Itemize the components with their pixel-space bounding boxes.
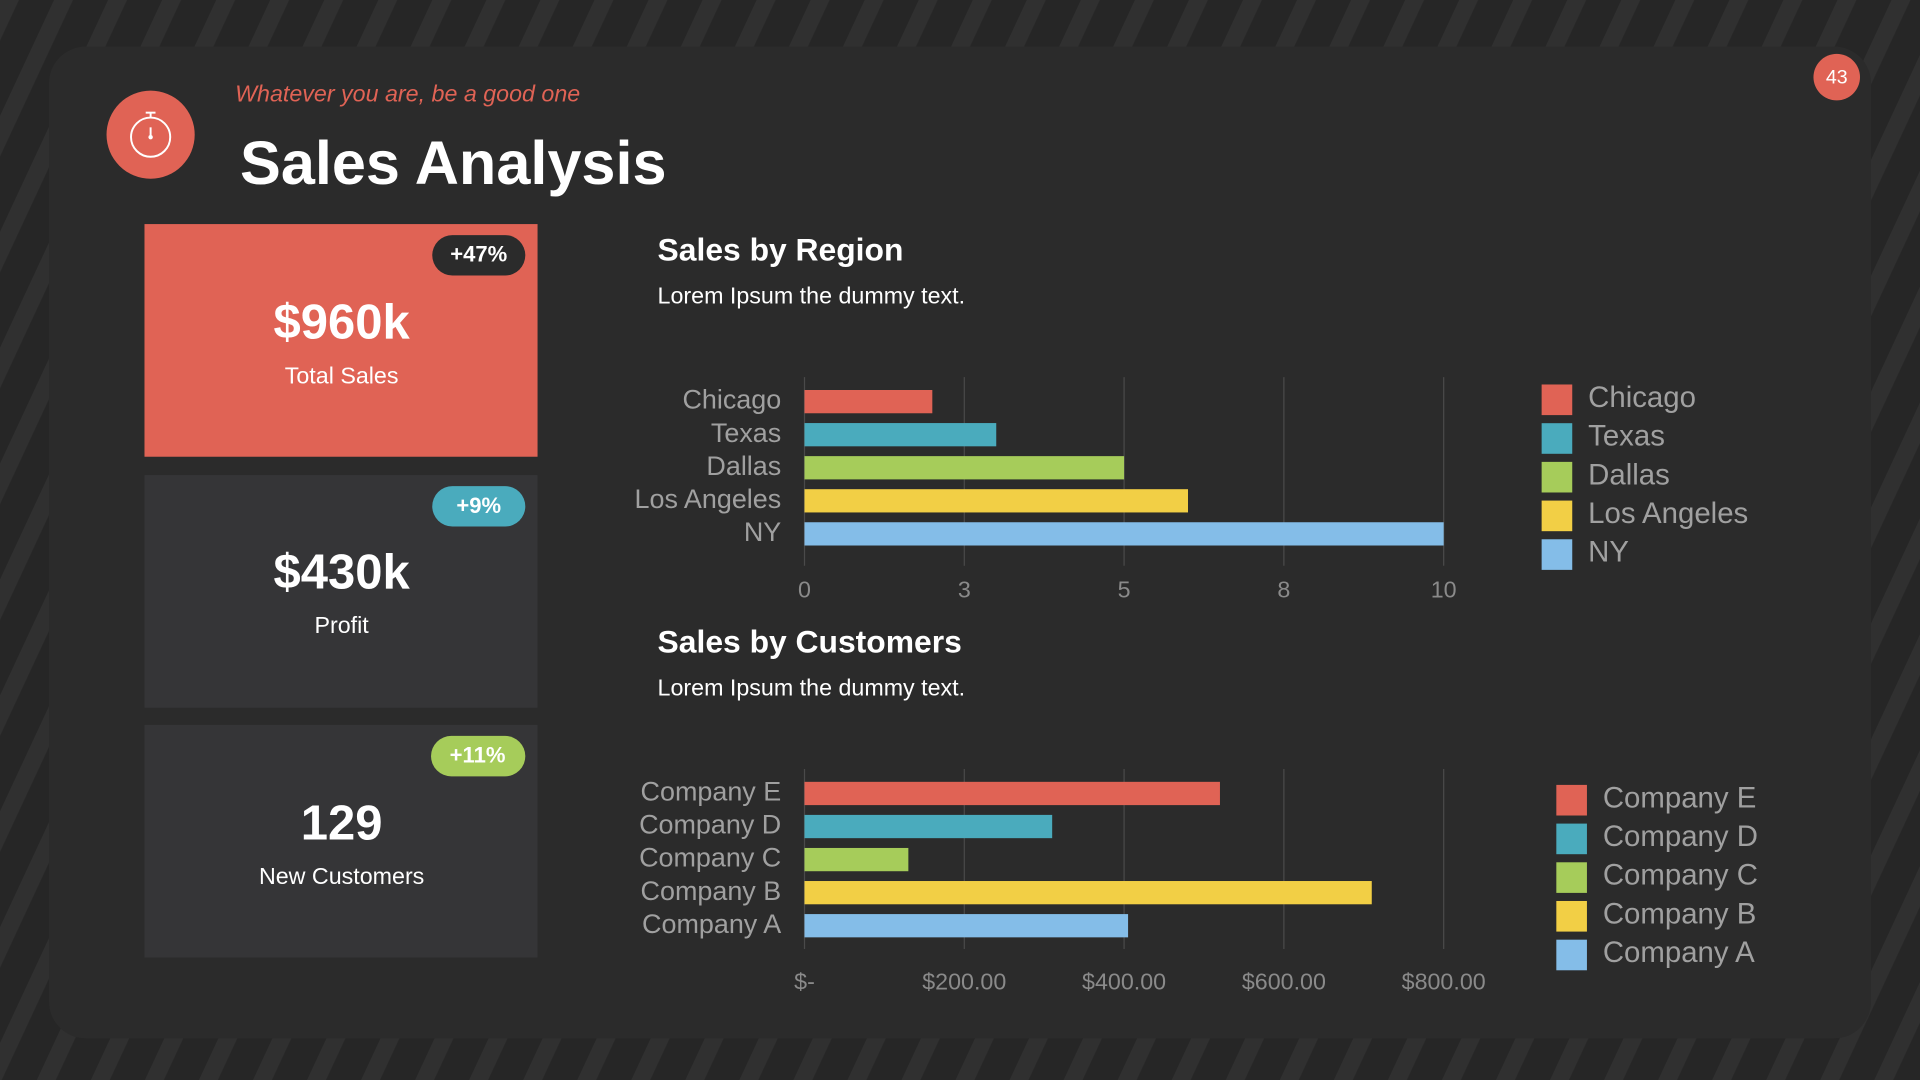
x-tick-label: $600.00 xyxy=(1242,968,1326,994)
bar xyxy=(804,423,997,447)
y-tick-label: Company E xyxy=(641,777,782,807)
x-tick-label: 0 xyxy=(798,577,811,603)
chart-subtitle: Lorem Ipsum the dummy text. xyxy=(658,675,966,701)
bar xyxy=(804,456,1125,480)
legend-label: Company D xyxy=(1603,820,1758,853)
card-label: New Customers xyxy=(259,863,424,889)
y-tick-label: Company C xyxy=(639,843,781,873)
legend-swatch xyxy=(1556,784,1587,816)
header-title: Sales Analysis xyxy=(240,129,667,197)
bar xyxy=(804,914,1129,938)
legend-swatch xyxy=(1556,900,1587,932)
y-tick-label: Company A xyxy=(642,909,781,939)
card: +11% 129 New Customers xyxy=(144,724,538,958)
legend-swatch xyxy=(1541,500,1573,532)
chart-subtitle: Lorem Ipsum the dummy text. xyxy=(658,283,966,309)
page-badge xyxy=(1813,53,1860,101)
y-tick-label: NY xyxy=(744,517,781,547)
card-badge: +9% xyxy=(456,493,501,518)
bar xyxy=(804,781,1220,806)
y-tick-label: Los Angeles xyxy=(635,484,782,514)
legend-swatch xyxy=(1556,939,1587,971)
card: +9% $430k Profit xyxy=(144,475,538,708)
icon xyxy=(106,90,195,179)
bar xyxy=(804,881,1372,905)
page-number: 43 xyxy=(1826,67,1848,89)
card-value: $960k xyxy=(274,296,411,350)
legend-label: NY xyxy=(1588,536,1629,569)
bar xyxy=(804,847,909,872)
header-subtitle: Whatever you are, be a good one xyxy=(235,81,580,107)
card-badge: +47% xyxy=(450,242,507,267)
chart-title: Sales by Customers xyxy=(658,623,962,659)
bar xyxy=(804,489,1188,513)
legend-label: Texas xyxy=(1588,420,1665,453)
legend-swatch xyxy=(1541,461,1573,493)
x-tick-label: 8 xyxy=(1277,577,1290,603)
legend-label: Chicago xyxy=(1588,381,1696,414)
legend-label: Los Angeles xyxy=(1588,497,1748,530)
bar xyxy=(804,814,1053,839)
y-tick-label: Texas xyxy=(711,418,781,448)
x-tick-label: $200.00 xyxy=(922,968,1006,994)
legend-swatch xyxy=(1541,423,1573,454)
card-badge: +11% xyxy=(450,743,506,768)
y-tick-label: Dallas xyxy=(706,451,781,481)
legend-label: Company B xyxy=(1603,897,1756,930)
x-tick-label: $400.00 xyxy=(1082,968,1166,994)
y-tick-label: Chicago xyxy=(682,385,781,415)
y-tick-label: Company D xyxy=(639,810,781,840)
legend-label: Company E xyxy=(1603,781,1756,814)
legend-label: Dallas xyxy=(1588,458,1670,491)
legend-label: Company A xyxy=(1603,936,1755,969)
card-label: Total Sales xyxy=(285,362,399,388)
legend-label: Company C xyxy=(1603,859,1758,892)
chart-title: Sales by Region xyxy=(658,232,904,268)
bar xyxy=(804,390,933,414)
bar xyxy=(804,522,1444,546)
legend-swatch xyxy=(1541,384,1573,416)
card-value: 129 xyxy=(301,796,383,850)
x-tick-label: 5 xyxy=(1118,577,1131,603)
x-tick-label: $- xyxy=(794,968,815,994)
legend-swatch xyxy=(1556,862,1587,893)
card-label: Profit xyxy=(314,612,369,638)
y-tick-label: Company B xyxy=(641,876,782,906)
x-tick-label: 3 xyxy=(958,577,971,603)
legend-swatch xyxy=(1541,539,1573,570)
x-tick-label: $800.00 xyxy=(1402,968,1486,994)
x-tick-label: 10 xyxy=(1431,577,1457,603)
card-value: $430k xyxy=(274,545,411,599)
card: +47% $960k Total Sales xyxy=(144,224,538,457)
legend-swatch xyxy=(1556,823,1587,855)
